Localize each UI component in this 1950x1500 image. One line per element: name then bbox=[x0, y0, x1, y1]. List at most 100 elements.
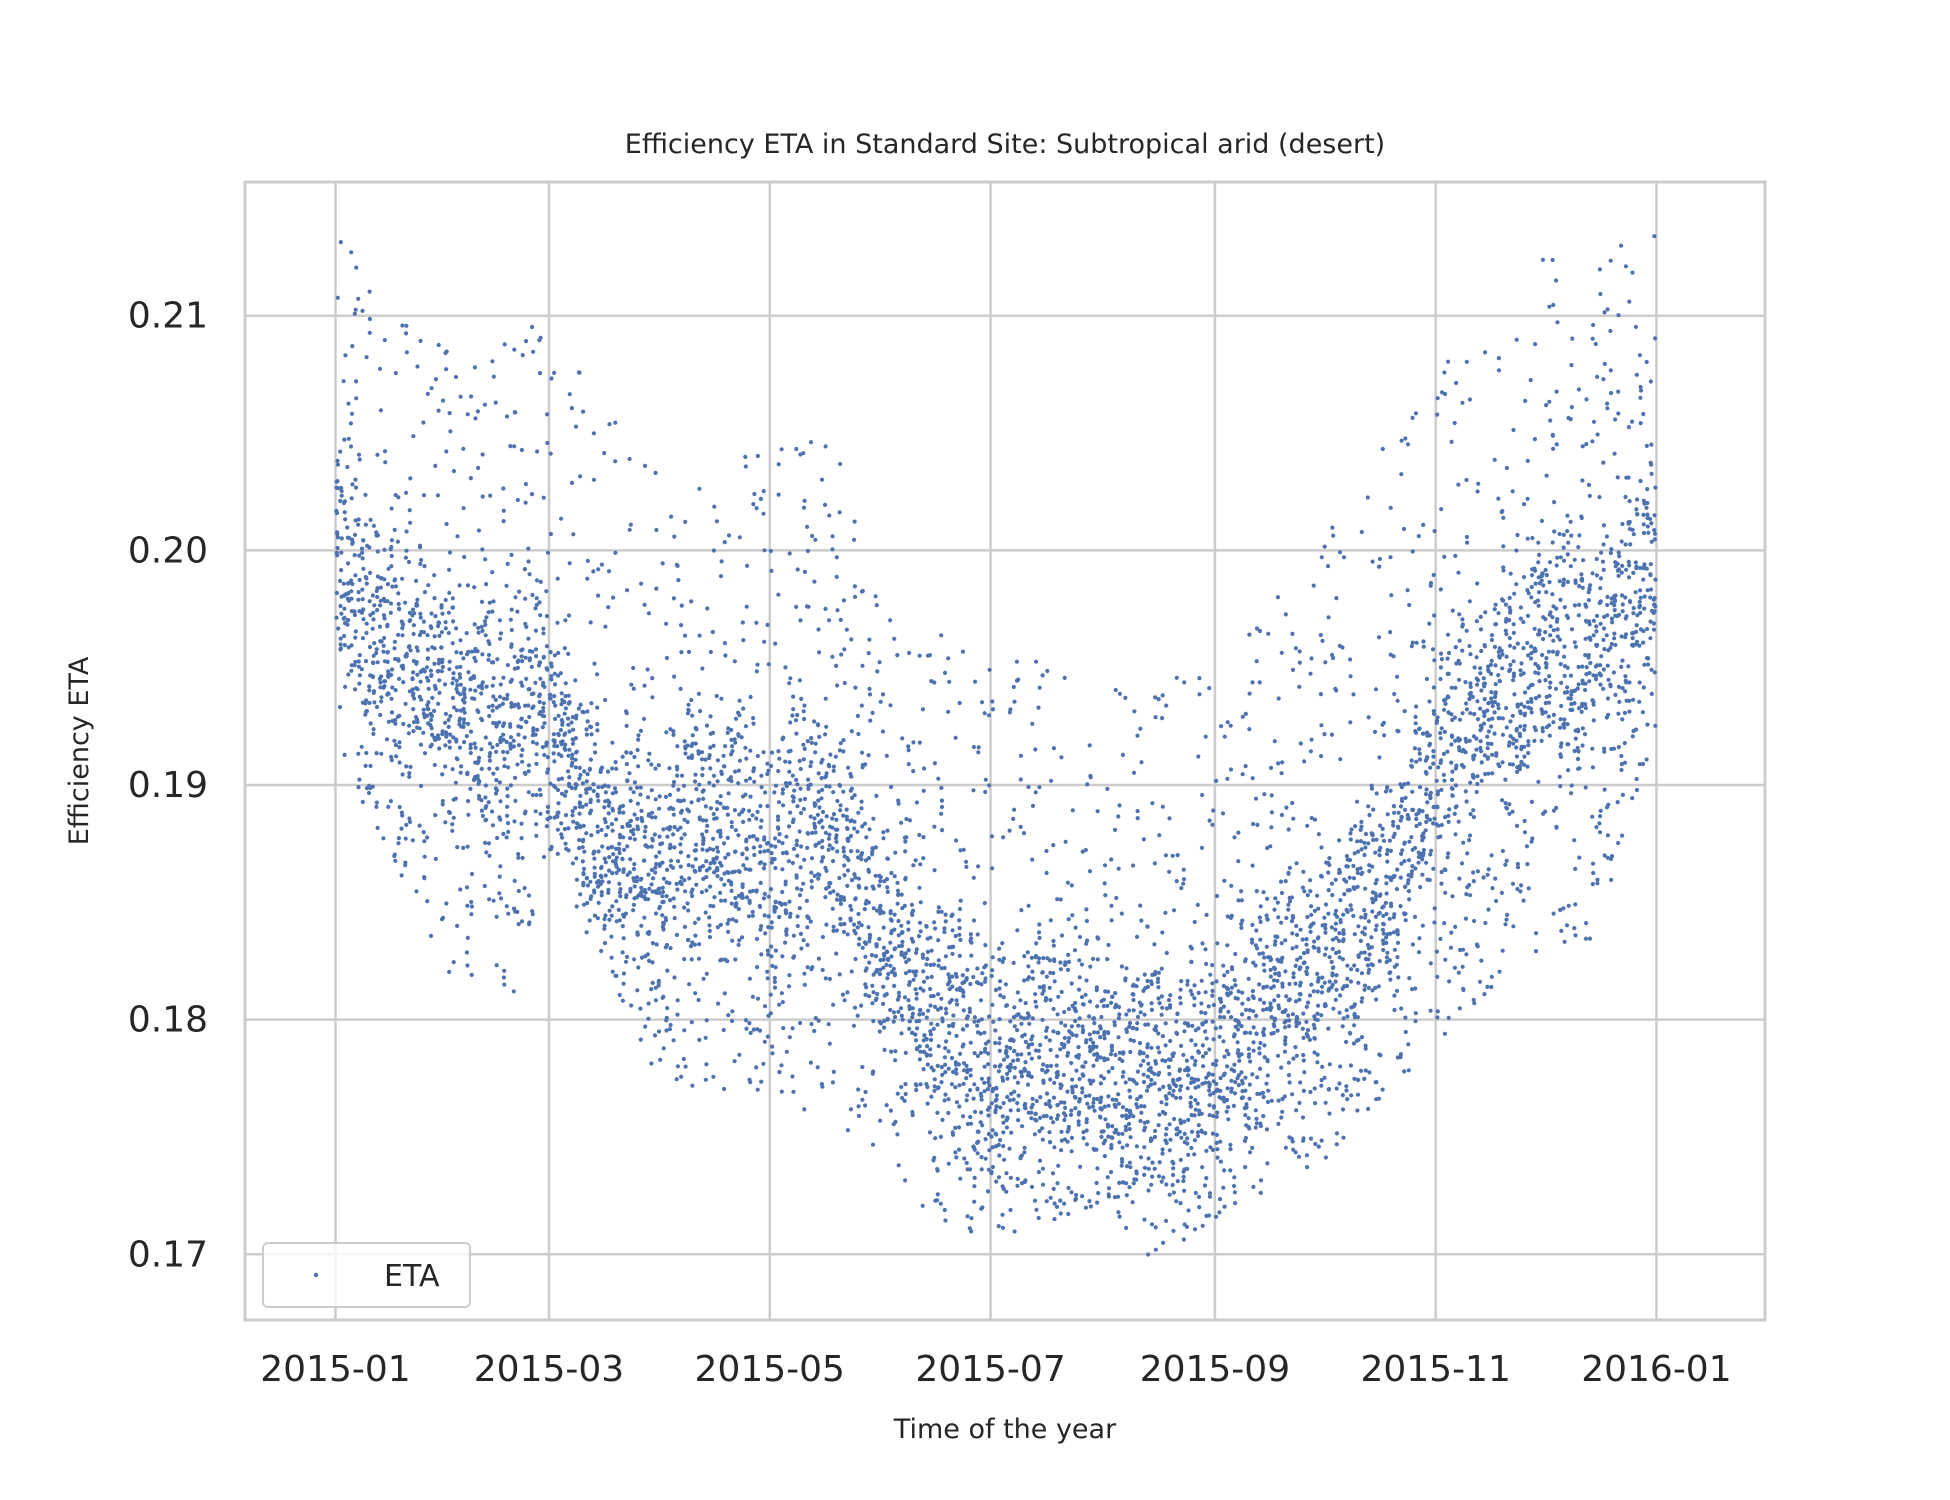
data-point bbox=[1311, 921, 1316, 926]
data-point bbox=[692, 920, 698, 926]
data-point bbox=[364, 630, 369, 636]
data-point bbox=[1171, 1161, 1176, 1166]
data-point bbox=[697, 942, 702, 947]
data-point bbox=[915, 1026, 920, 1031]
data-point bbox=[611, 595, 616, 600]
data-point bbox=[1094, 1147, 1099, 1152]
data-point bbox=[397, 713, 402, 718]
data-point bbox=[1186, 1117, 1191, 1122]
data-point bbox=[884, 753, 889, 758]
data-point bbox=[421, 493, 427, 498]
data-point bbox=[631, 908, 636, 913]
data-point bbox=[1217, 1034, 1222, 1039]
data-point bbox=[991, 1019, 996, 1024]
data-point bbox=[701, 841, 706, 847]
data-point bbox=[1265, 1099, 1271, 1105]
data-point bbox=[371, 660, 376, 666]
data-point bbox=[867, 827, 872, 832]
data-point bbox=[605, 769, 611, 774]
data-point bbox=[370, 626, 375, 631]
data-point bbox=[1312, 1026, 1317, 1031]
data-point bbox=[969, 1229, 974, 1234]
data-point bbox=[433, 463, 438, 468]
data-point bbox=[863, 954, 868, 959]
data-point bbox=[660, 561, 665, 566]
data-point bbox=[584, 831, 589, 836]
data-point bbox=[595, 672, 600, 677]
data-point bbox=[795, 923, 800, 929]
data-point bbox=[852, 519, 857, 524]
data-point bbox=[765, 622, 770, 628]
data-point bbox=[1141, 1051, 1146, 1056]
data-point bbox=[911, 740, 916, 745]
data-point bbox=[429, 625, 434, 631]
data-point bbox=[574, 904, 579, 909]
data-point bbox=[899, 820, 904, 825]
data-point bbox=[1264, 913, 1269, 918]
data-point bbox=[822, 502, 828, 507]
data-point bbox=[1218, 996, 1223, 1001]
data-point bbox=[714, 855, 719, 860]
data-point bbox=[725, 921, 730, 926]
data-point bbox=[683, 1064, 688, 1069]
data-point bbox=[1088, 1204, 1093, 1209]
data-point bbox=[592, 874, 597, 879]
data-point bbox=[1030, 1042, 1035, 1047]
data-point bbox=[417, 726, 422, 731]
data-point bbox=[1282, 1025, 1288, 1030]
data-point bbox=[441, 398, 446, 403]
data-point bbox=[367, 316, 372, 322]
data-point bbox=[989, 1169, 994, 1174]
data-point bbox=[1287, 1080, 1292, 1085]
data-point bbox=[435, 493, 440, 498]
data-point bbox=[913, 973, 918, 978]
data-point bbox=[1181, 1174, 1186, 1179]
data-point bbox=[1254, 928, 1259, 933]
data-point bbox=[1152, 942, 1157, 947]
data-point bbox=[838, 803, 843, 808]
data-point bbox=[1109, 1043, 1114, 1048]
data-point bbox=[1112, 827, 1118, 833]
data-point bbox=[537, 692, 543, 697]
data-point bbox=[958, 937, 963, 943]
data-point bbox=[884, 992, 889, 997]
data-point bbox=[1003, 982, 1009, 987]
data-point bbox=[1243, 1088, 1248, 1093]
data-point bbox=[592, 913, 598, 918]
data-point bbox=[614, 899, 619, 904]
data-point bbox=[751, 834, 756, 839]
data-point bbox=[466, 799, 471, 804]
data-point bbox=[411, 729, 416, 734]
data-point bbox=[664, 730, 669, 735]
data-point bbox=[834, 574, 839, 580]
data-point bbox=[1141, 837, 1146, 842]
data-point bbox=[411, 720, 417, 725]
data-point bbox=[1192, 1138, 1197, 1143]
data-point bbox=[1334, 1086, 1339, 1091]
data-point bbox=[397, 607, 402, 612]
data-point bbox=[779, 1063, 784, 1068]
data-point bbox=[524, 624, 529, 630]
data-point bbox=[1327, 979, 1332, 984]
data-point bbox=[917, 832, 922, 838]
data-point bbox=[533, 628, 539, 633]
data-point bbox=[596, 849, 601, 854]
data-point bbox=[563, 731, 568, 736]
data-point bbox=[983, 777, 988, 782]
data-point bbox=[737, 713, 742, 718]
data-point bbox=[850, 795, 855, 801]
data-point bbox=[1283, 1008, 1288, 1013]
data-point bbox=[526, 559, 531, 564]
data-point bbox=[722, 898, 728, 903]
data-point bbox=[661, 899, 666, 905]
data-point bbox=[1120, 1105, 1126, 1110]
data-point bbox=[773, 965, 778, 970]
data-point bbox=[426, 678, 431, 683]
data-point bbox=[1167, 816, 1172, 821]
data-point bbox=[603, 913, 608, 918]
data-point bbox=[1261, 985, 1266, 990]
data-point bbox=[614, 870, 619, 876]
data-point bbox=[917, 1057, 923, 1062]
data-point bbox=[1121, 1070, 1126, 1075]
data-point bbox=[584, 875, 590, 881]
